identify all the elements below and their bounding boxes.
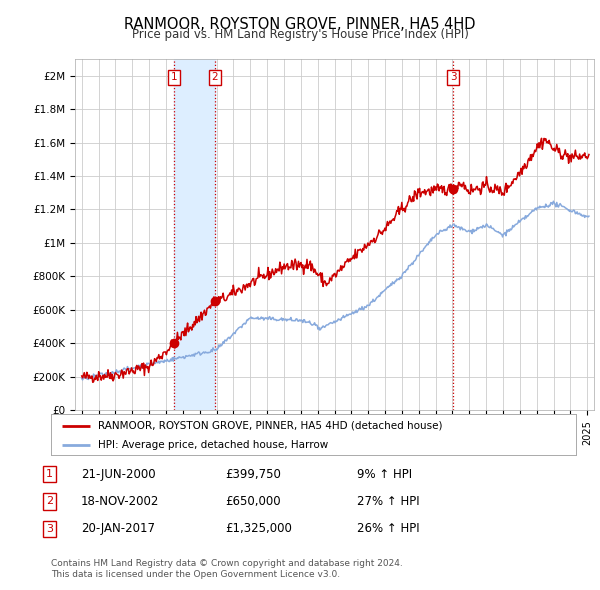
Text: 1: 1 [170,73,177,83]
Text: RANMOOR, ROYSTON GROVE, PINNER, HA5 4HD: RANMOOR, ROYSTON GROVE, PINNER, HA5 4HD [124,17,476,31]
Bar [174,59,215,410]
Text: 21-JUN-2000: 21-JUN-2000 [81,468,155,481]
Text: £1,325,000: £1,325,000 [225,522,292,535]
Text: 20-JAN-2017: 20-JAN-2017 [81,522,155,535]
Text: 1: 1 [46,470,53,479]
Text: 27% ↑ HPI: 27% ↑ HPI [357,495,419,508]
Text: 26% ↑ HPI: 26% ↑ HPI [357,522,419,535]
Text: HPI: Average price, detached house, Harrow: HPI: Average price, detached house, Harr… [98,440,329,450]
Text: Price paid vs. HM Land Registry's House Price Index (HPI): Price paid vs. HM Land Registry's House … [131,28,469,41]
Text: £399,750: £399,750 [225,468,281,481]
Text: 2: 2 [46,497,53,506]
Text: RANMOOR, ROYSTON GROVE, PINNER, HA5 4HD (detached house): RANMOOR, ROYSTON GROVE, PINNER, HA5 4HD … [98,421,443,431]
Text: 18-NOV-2002: 18-NOV-2002 [81,495,160,508]
Text: 2: 2 [211,73,218,83]
Text: 3: 3 [450,73,457,83]
Text: 3: 3 [46,524,53,533]
Text: 9% ↑ HPI: 9% ↑ HPI [357,468,412,481]
Text: £650,000: £650,000 [225,495,281,508]
Text: Contains HM Land Registry data © Crown copyright and database right 2024.
This d: Contains HM Land Registry data © Crown c… [51,559,403,579]
